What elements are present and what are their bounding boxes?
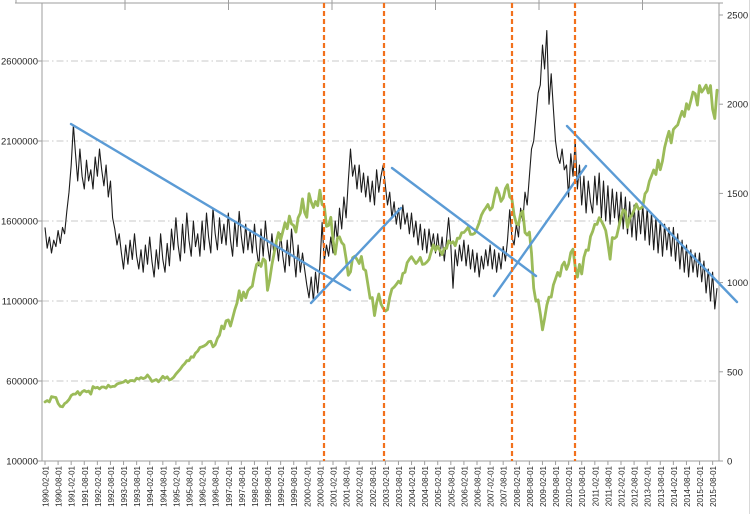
left-axis-labels: 100000 600000 1100000 1600000 2100000 2600000 [1,57,38,468]
x-axis-label: 2005-08-01 [447,465,456,506]
green-series [43,83,719,409]
x-axis-label: 2001-08-01 [343,465,352,506]
x-axis-label: 1997-08-01 [238,465,247,506]
axis-ticks [38,0,723,465]
x-axis-label: 2006-02-01 [460,465,469,506]
x-axis-label: 1990-02-01 [42,465,51,506]
x-axis-label: 2015-08-01 [709,465,718,506]
trendline [309,206,403,305]
x-axis-label: 2002-02-01 [356,465,365,506]
x-axis-labels: 1990-02-01 1990-08-01 1991-02-01 1991-08-01… [42,465,719,506]
primary-black-series-line [44,30,718,310]
x-axis-label: 1993-02-01 [120,465,129,506]
x-axis-label: 2005-02-01 [434,465,443,506]
right-axis-label: 500 [727,367,743,378]
x-axis-label: 2000-08-01 [316,465,325,506]
trendline [565,124,739,304]
trendline [69,122,352,292]
x-axis-label: 2009-08-01 [552,465,561,506]
left-axis-label: 2600000 [1,57,38,68]
trendline [390,166,538,278]
right-axis-label: 0 [727,457,732,468]
x-axis-label: 1995-08-01 [186,465,195,506]
plot-border [15,0,750,514]
x-axis-label: 2012-02-01 [618,465,627,506]
secondary-green-series-line [43,83,719,409]
right-axis-label: 2000 [727,100,748,111]
x-axis-label: 1996-02-01 [199,465,208,506]
x-axis-label: 1992-08-01 [107,465,116,506]
right-axis-label: 2500 [727,11,748,22]
x-axis-label: 2009-02-01 [539,465,548,506]
x-axis-label: 1996-08-01 [212,465,221,506]
x-axis-label: 2012-08-01 [631,465,640,506]
x-axis-label: 1995-02-01 [172,465,181,506]
x-axis-label: 2007-08-01 [500,465,509,506]
x-axis-label: 2011-08-01 [604,465,613,506]
x-axis-label: 1998-02-01 [251,465,260,506]
right-axis-labels: 0 500 1000 1500 2000 2500 [727,11,748,468]
left-axis-label: 1600000 [1,217,38,228]
x-axis-label: 1991-08-01 [81,465,90,506]
left-axis-label: 2100000 [1,137,38,148]
right-axis-label: 1000 [727,278,748,289]
x-axis-label: 2003-02-01 [382,465,391,506]
x-axis-label: 1998-08-01 [264,465,273,506]
x-axis-label: 2013-08-01 [657,465,666,506]
orange-marker-lines [322,3,577,461]
x-axis-label: 1992-02-01 [94,465,103,506]
x-axis-label: 2014-02-01 [670,465,679,506]
x-axis-label: 2000-02-01 [303,465,312,506]
x-axis-label: 2001-02-01 [330,465,339,506]
x-axis-label: 1994-02-01 [146,465,155,506]
x-axis-label: 1997-02-01 [225,465,234,506]
x-axis-label: 2007-02-01 [487,465,496,506]
trendline [492,164,588,298]
x-axis-label: 1991-02-01 [68,465,77,506]
x-axis-label: 1994-08-01 [159,465,168,506]
x-axis-label: 2006-08-01 [474,465,483,506]
x-axis-label: 2010-08-01 [578,465,587,506]
x-axis-label: 1999-02-01 [277,465,286,506]
x-axis-label: 1999-08-01 [290,465,299,506]
x-axis-label: 1993-08-01 [133,465,142,506]
x-axis-label: 2011-02-01 [591,465,600,506]
horizontal-gridlines [42,60,719,382]
x-axis-label: 1990-08-01 [55,465,64,506]
x-axis-label: 2004-08-01 [421,465,430,506]
x-axis-label: 2003-08-01 [395,465,404,506]
x-axis-label: 2010-02-01 [565,465,574,506]
x-axis-label: 2004-02-01 [408,465,417,506]
black-series [44,30,718,310]
left-axis-label: 1100000 [2,297,38,308]
x-axis-label: 2002-08-01 [369,465,378,506]
left-axis-label: 100000 [6,457,38,468]
right-axis-label: 1500 [727,189,748,200]
x-axis-label: 2014-08-01 [683,465,692,506]
x-axis-label: 2008-02-01 [513,465,522,506]
x-axis-label: 2015-02-01 [696,465,705,506]
left-axis-label: 600000 [6,377,38,388]
x-axis-label: 2008-08-01 [526,465,535,506]
blue-trendlines [69,122,739,305]
x-axis-label: 2013-02-01 [644,465,653,506]
